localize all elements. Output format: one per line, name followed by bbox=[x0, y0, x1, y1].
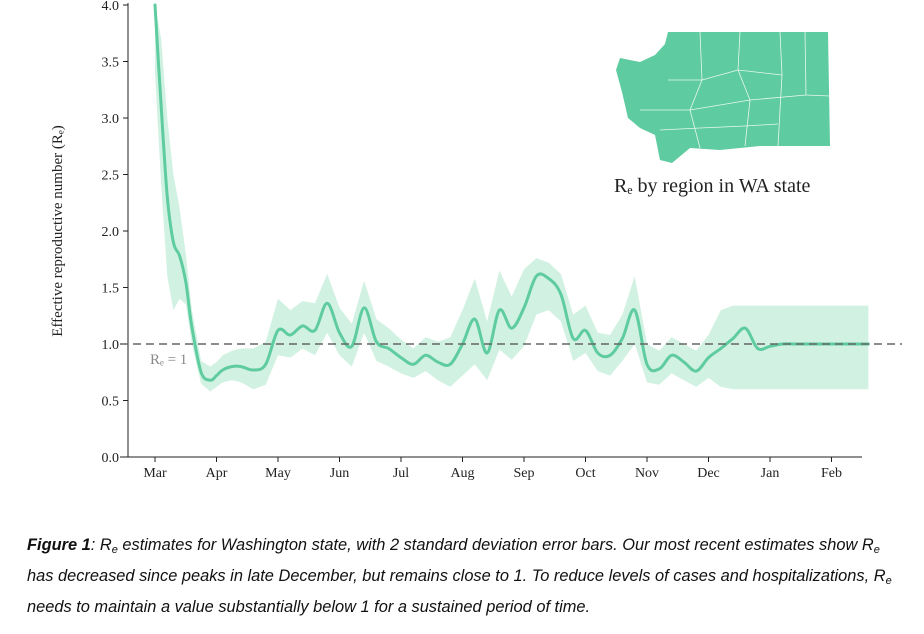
caption-text-3: needs to maintain a value substantially … bbox=[27, 598, 591, 616]
caption-sep: : bbox=[90, 536, 96, 554]
y-tick-label: 2.0 bbox=[102, 225, 120, 240]
x-tick-label: Aug bbox=[450, 466, 474, 481]
re-sub-1: e bbox=[111, 544, 118, 556]
caption-re-symbol-3: Re bbox=[873, 567, 892, 587]
x-tick-label: Oct bbox=[575, 466, 595, 481]
re-line-layer bbox=[153, 3, 870, 382]
caption-text-2: has decreased since peaks in late Decemb… bbox=[27, 567, 874, 585]
y-tick-label: 2.5 bbox=[102, 169, 120, 184]
x-tick-label: Apr bbox=[206, 466, 228, 481]
wa-map-inset: Rₑ by region in WA state bbox=[614, 31, 831, 197]
re-main-3: R bbox=[873, 567, 886, 585]
x-tick-label: Nov bbox=[635, 466, 659, 481]
caption-text-1: estimates for Washington state, with 2 s… bbox=[117, 536, 862, 554]
re-main-1: R bbox=[99, 536, 112, 554]
x-tick-label: Jan bbox=[761, 466, 780, 481]
y-tick-label: 1.0 bbox=[102, 338, 120, 353]
x-tick-label: Dec bbox=[697, 466, 720, 481]
wa-county-lines bbox=[640, 31, 831, 149]
y-tick-label: 0.0 bbox=[102, 451, 120, 466]
x-tick-label: Jun bbox=[330, 466, 349, 481]
reference-line-label: Rₑ = 1 bbox=[150, 352, 187, 368]
axes-layer: 0.0 0.5 1.0 1.5 2.0 2.5 3.0 3.5 4.0 Mar Apr May Jun J… bbox=[50, 0, 902, 481]
re-series-line bbox=[153, 3, 870, 382]
x-tick-label: May bbox=[265, 466, 291, 481]
x-tick-label: Jul bbox=[393, 466, 409, 481]
re-sub-2: e bbox=[873, 544, 880, 556]
wa-map-shape bbox=[616, 32, 830, 163]
error-band-layer bbox=[155, 5, 869, 392]
figure-caption: Figure 1: Re estimates for Washington st… bbox=[27, 532, 907, 620]
x-tick-label: Mar bbox=[143, 466, 167, 481]
re-chart: 0.0 0.5 1.0 1.5 2.0 2.5 3.0 3.5 4.0 Mar Apr May Jun J… bbox=[50, 0, 902, 481]
re-sub-3: e bbox=[885, 575, 892, 587]
error-band bbox=[155, 5, 869, 392]
y-axis-label: Effective reproductive number (Rₑ) bbox=[50, 125, 66, 336]
y-tick-label: 1.5 bbox=[102, 282, 120, 297]
x-tick-label: Sep bbox=[514, 466, 535, 481]
y-tick-label: 0.5 bbox=[102, 395, 120, 410]
x-tick-label: Feb bbox=[821, 466, 842, 481]
caption-figure-label: Figure 1 bbox=[27, 536, 91, 554]
y-tick-label: 3.0 bbox=[102, 112, 120, 127]
y-tick-label: 4.0 bbox=[102, 0, 120, 14]
caption-re-symbol-2: Re bbox=[861, 536, 880, 556]
re-main-2: R bbox=[861, 536, 874, 554]
map-inset-label: Rₑ by region in WA state bbox=[614, 175, 811, 197]
caption-re-symbol-1: Re bbox=[99, 536, 118, 556]
y-tick-label: 3.5 bbox=[102, 56, 120, 71]
